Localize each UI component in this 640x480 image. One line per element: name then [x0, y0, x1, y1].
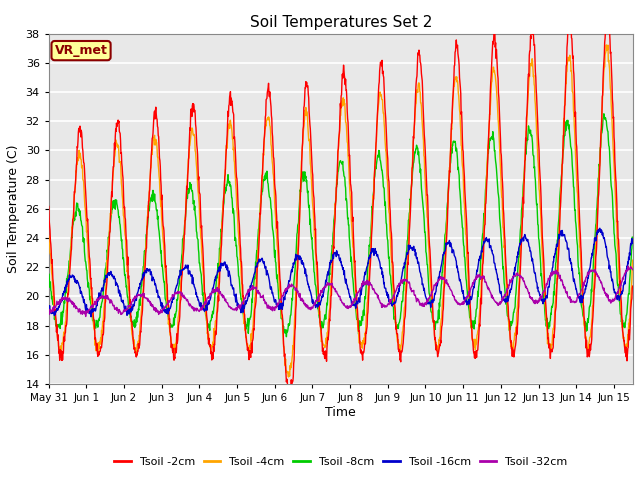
Title: Soil Temperatures Set 2: Soil Temperatures Set 2	[250, 15, 432, 30]
Legend: Tsoil -2cm, Tsoil -4cm, Tsoil -8cm, Tsoil -16cm, Tsoil -32cm: Tsoil -2cm, Tsoil -4cm, Tsoil -8cm, Tsoi…	[109, 453, 572, 471]
Y-axis label: Soil Temperature (C): Soil Temperature (C)	[7, 144, 20, 273]
X-axis label: Time: Time	[325, 406, 356, 419]
Text: VR_met: VR_met	[54, 44, 108, 57]
